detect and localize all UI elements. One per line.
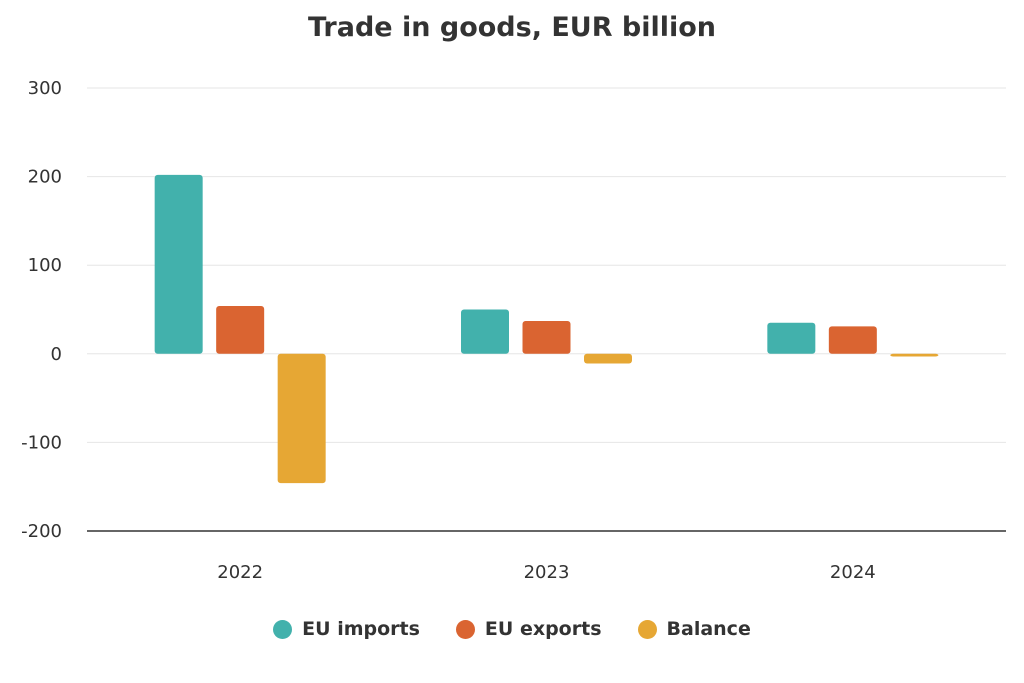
legend-item-eu-exports[interactable]: EU exports — [455, 618, 602, 640]
y-tick-label: -200 — [21, 521, 62, 542]
bar-eu-exports-2023[interactable] — [522, 321, 571, 354]
y-tick-label: 0 — [51, 344, 62, 365]
legend-label: EU imports — [302, 618, 420, 640]
legend-label: EU exports — [484, 618, 602, 640]
chart-title: Trade in goods, EUR billion — [307, 12, 717, 43]
bar-eu-imports-2023[interactable] — [461, 309, 509, 354]
bar-eu-imports-2024[interactable] — [767, 322, 816, 354]
y-tick-label: 200 — [28, 167, 62, 188]
legend-marker — [273, 619, 293, 639]
y-tick-label: -100 — [21, 432, 62, 453]
bar-eu-exports-2024[interactable] — [828, 326, 877, 354]
legend-label: Balance — [666, 618, 751, 640]
bar-eu-imports-2022[interactable] — [154, 174, 203, 354]
y-tick-label: 100 — [28, 255, 62, 276]
x-tick-label: 2022 — [217, 562, 263, 583]
legend-marker — [455, 619, 475, 639]
x-tick-label: 2023 — [524, 562, 570, 583]
legend-item-eu-imports[interactable]: EU imports — [273, 618, 420, 640]
x-axis-ticks: 2022 2023 2024 — [217, 562, 875, 583]
y-tick-label: 300 — [28, 78, 62, 99]
legend-item-balance[interactable]: Balance — [637, 618, 751, 640]
legend: EU imports EU exports Balance — [0, 618, 1024, 640]
bar-balance-2024[interactable] — [890, 353, 939, 357]
bar-balance-2023[interactable] — [584, 353, 632, 364]
y-axis-ticks: 300 200 100 0 -100 -200 — [21, 78, 62, 542]
bars — [154, 174, 939, 484]
x-tick-label: 2024 — [830, 562, 876, 583]
legend-marker — [637, 619, 657, 639]
bar-eu-exports-2022[interactable] — [216, 305, 265, 354]
bar-balance-2022[interactable] — [277, 353, 326, 484]
